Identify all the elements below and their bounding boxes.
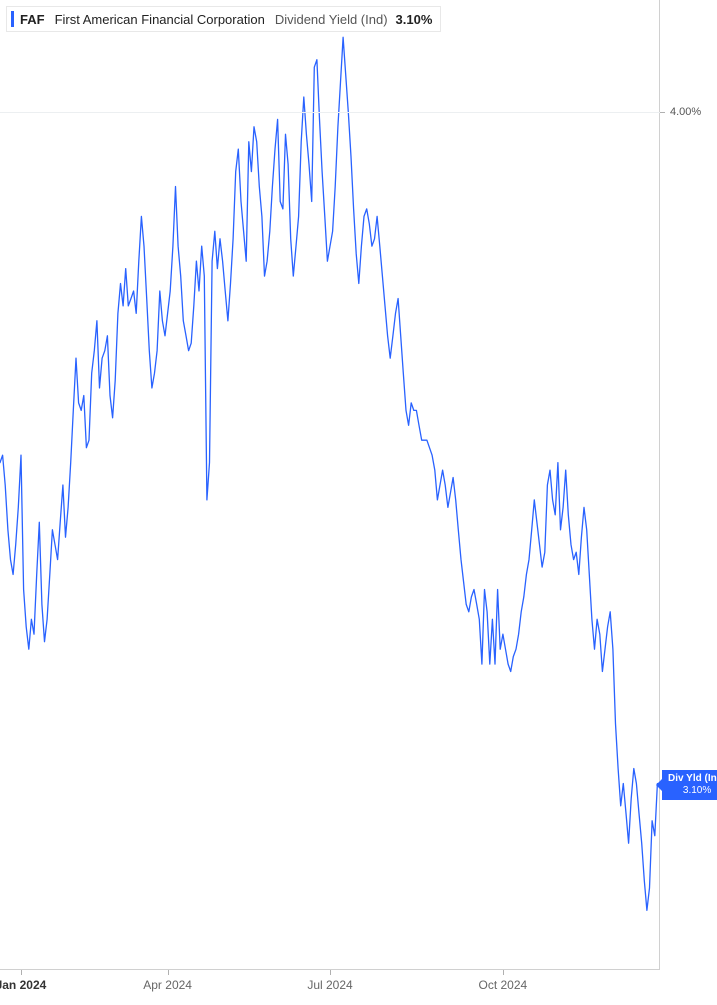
current-value-flag: Div Yld (Ind) 3.10% [662,770,717,800]
chart-plot-area[interactable] [0,0,660,970]
chart-header: FAF First American Financial Corporation… [6,6,441,32]
y-gridline [0,112,660,113]
ticker-symbol: FAF [20,12,45,27]
x-axis-label: Oct 2024 [478,978,527,992]
x-axis-label: Jul 2024 [307,978,352,992]
x-axis-label: Apr 2024 [143,978,192,992]
x-tick [21,970,22,975]
x-axis-label: Jan 2024 [0,978,46,992]
ticker-indicator-bar [11,11,14,27]
y-tick [660,112,665,113]
metric-name: Dividend Yield (Ind) [275,12,388,27]
line-chart-svg [0,0,660,970]
y-axis-label: 4.00% [670,106,701,118]
x-tick [330,970,331,975]
flag-title: Div Yld (Ind) [668,773,717,785]
x-tick [168,970,169,975]
company-name: First American Financial Corporation [55,12,265,27]
metric-value: 3.10% [396,12,433,27]
x-tick [503,970,504,975]
flag-value: 3.10% [668,785,717,797]
